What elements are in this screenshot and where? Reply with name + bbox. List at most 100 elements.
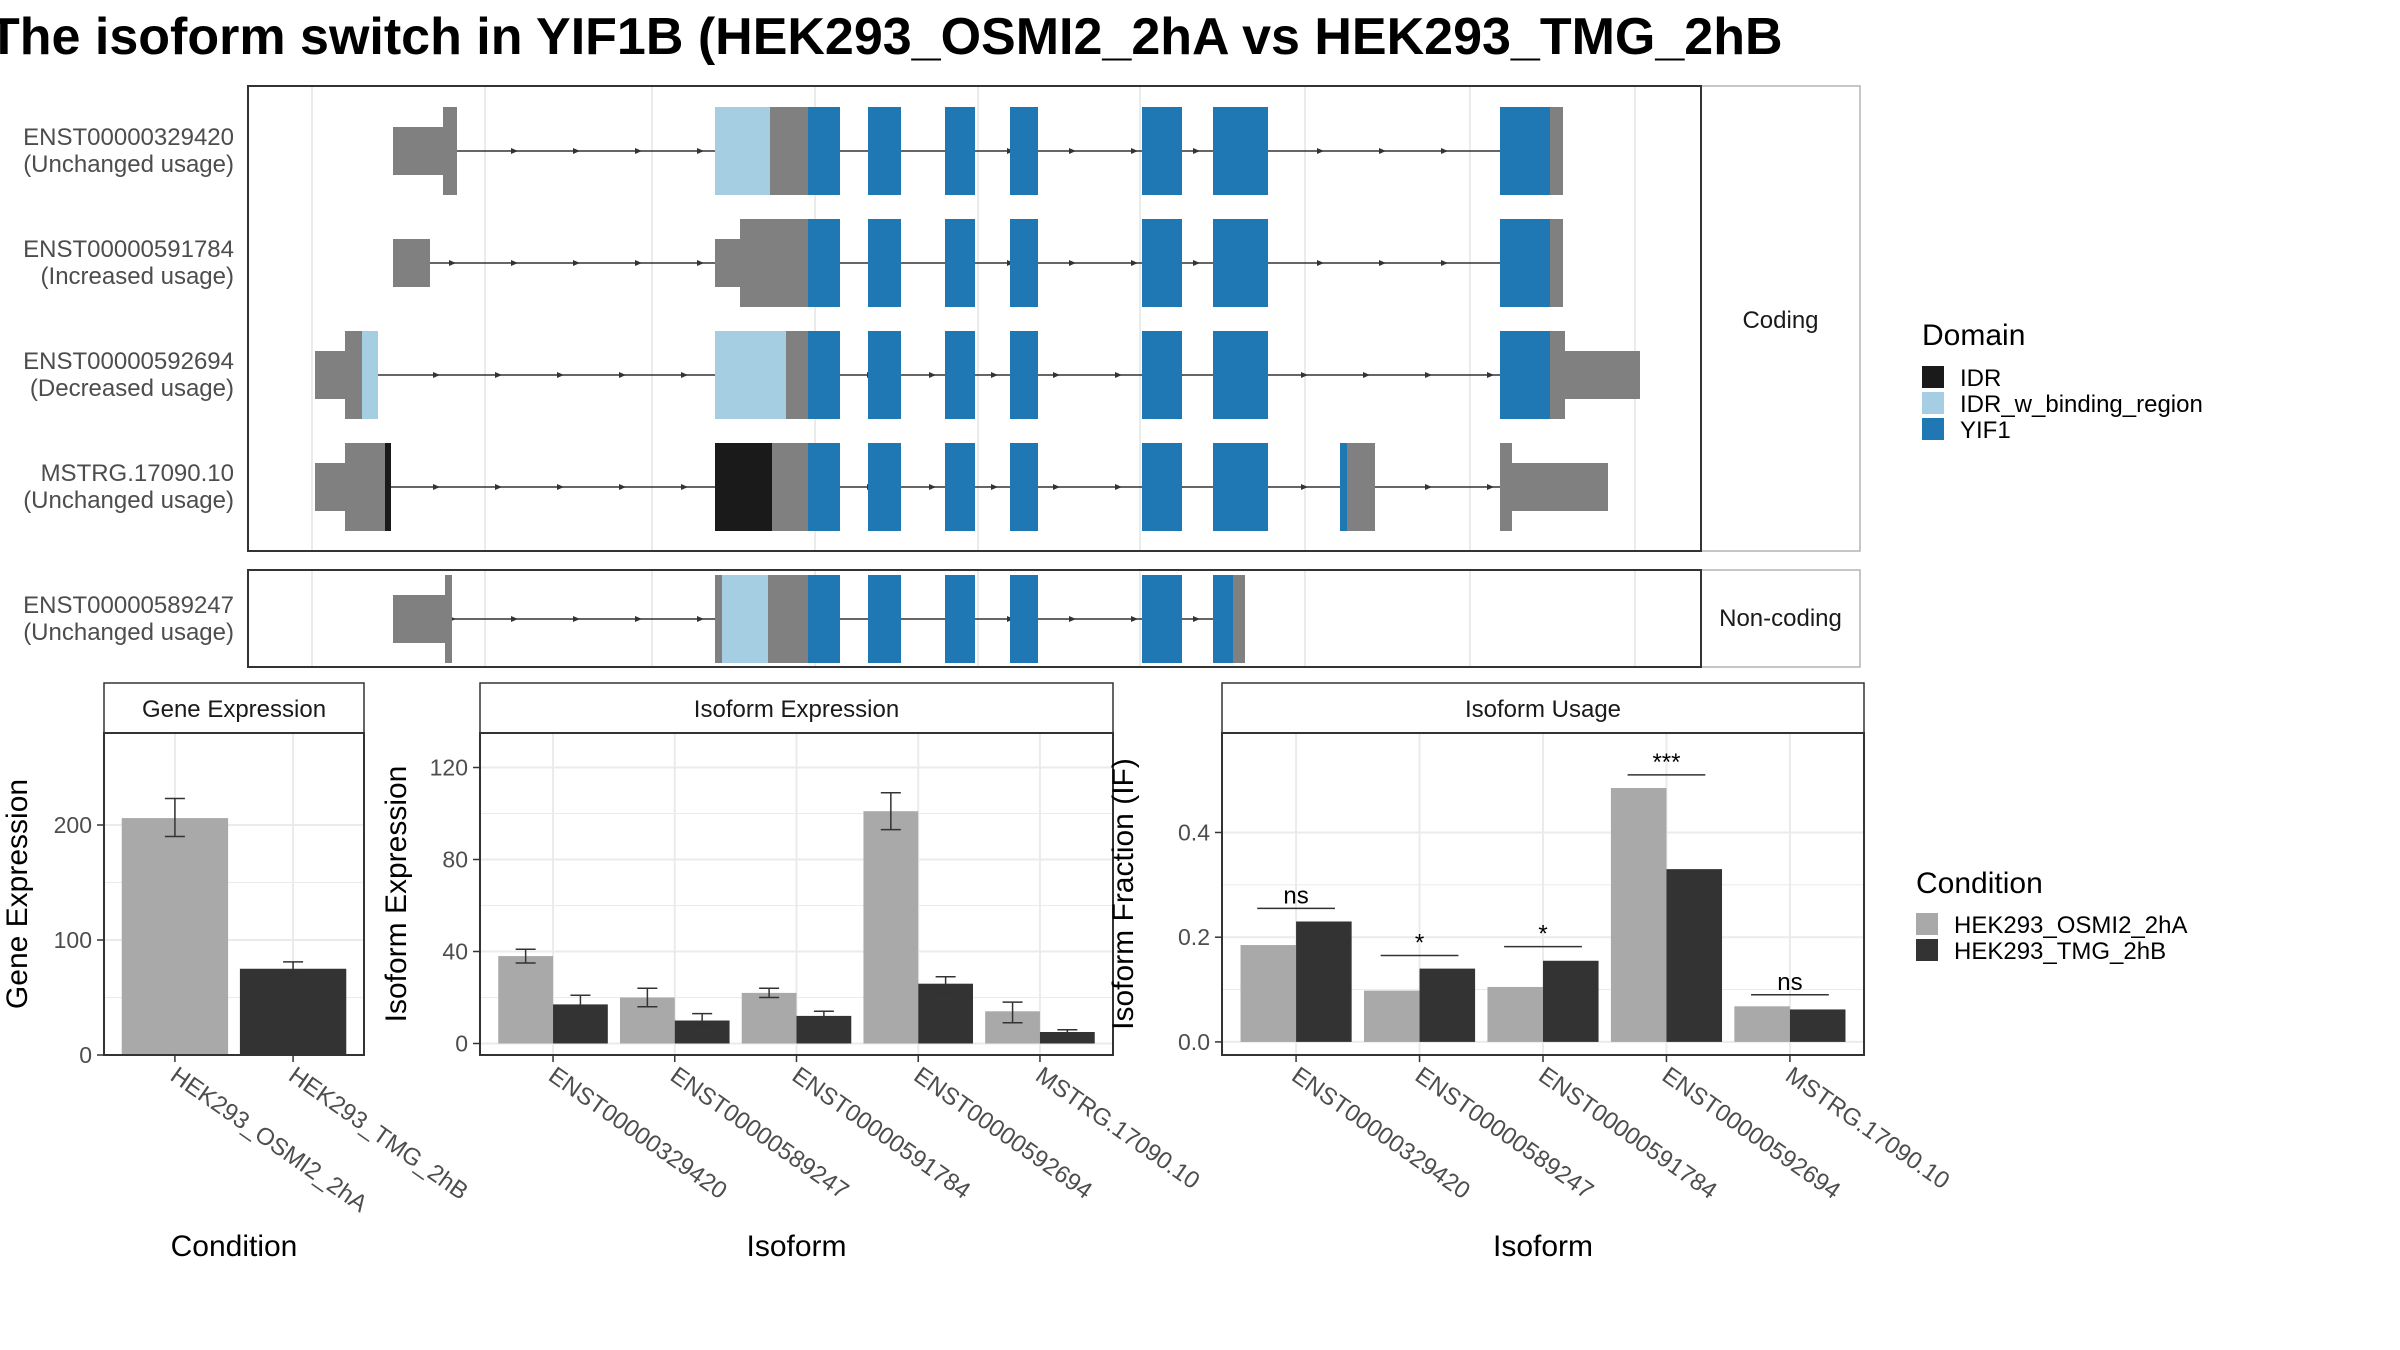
exon (445, 575, 452, 663)
strand-arrow (449, 260, 456, 266)
strand-arrow (1193, 260, 1200, 266)
facet-strip-label: Isoform Expression (694, 696, 899, 723)
facet-strip (1221, 682, 1865, 734)
exon (443, 107, 457, 195)
strand-arrow (1379, 260, 1386, 266)
y-tick-label: 0 (79, 1042, 92, 1068)
bar (1610, 787, 1667, 1042)
facet-label: Coding (1742, 307, 1818, 334)
facet-strip-label: Gene Expression (142, 696, 326, 723)
bar (863, 811, 919, 1044)
strand-arrow (1069, 260, 1076, 266)
strand-arrow (619, 372, 626, 378)
strand-arrow (557, 372, 564, 378)
exon (1142, 107, 1182, 195)
strand-arrow (1069, 148, 1076, 154)
exon (1500, 107, 1550, 195)
exon (1142, 443, 1182, 531)
exon (1010, 443, 1038, 531)
exon (740, 219, 808, 307)
exon (868, 575, 901, 663)
exon (715, 443, 772, 531)
exon (945, 331, 975, 419)
strand-arrow (511, 616, 518, 622)
condition-legend-key-tmg (1916, 939, 1938, 961)
bar (1543, 960, 1599, 1042)
strand-arrow (991, 484, 998, 490)
y-tick-label: 80 (442, 847, 468, 873)
strand-arrow (1193, 148, 1200, 154)
exon (770, 107, 808, 195)
exon (1340, 443, 1347, 531)
y-tick-label: 100 (54, 927, 92, 953)
strand-arrow (433, 484, 440, 490)
exon (868, 443, 901, 531)
condition-legend-label-osmi2: HEK293_OSMI2_2hA (1954, 912, 2187, 939)
domain-legend-label-idr: IDR (1960, 365, 2001, 392)
bar (741, 992, 797, 1044)
transcript-usage-label: (Unchanged usage) (23, 487, 234, 514)
strand-arrow (1425, 372, 1432, 378)
bar (1419, 968, 1476, 1042)
exon (393, 239, 430, 287)
exon (1233, 575, 1245, 663)
figure-title: The isoform switch in YIF1B (HEK293_OSMI… (0, 8, 1783, 66)
strand-arrow (1053, 484, 1060, 490)
strand-arrow (1317, 260, 1324, 266)
transcript-usage-label: (Unchanged usage) (23, 619, 234, 646)
strand-arrow (1425, 484, 1432, 490)
exon (808, 443, 840, 531)
transcript-usage-label: (Decreased usage) (30, 375, 234, 402)
condition-legend-key-osmi2 (1916, 913, 1938, 935)
bar (1296, 921, 1352, 1042)
bar (1039, 1032, 1095, 1044)
strand-arrow (1379, 148, 1386, 154)
domain-legend-key-idr-binding (1922, 392, 1944, 414)
exon (945, 107, 975, 195)
strand-arrow (1441, 148, 1448, 154)
exon (1347, 443, 1375, 531)
exon (1010, 331, 1038, 419)
facet-strip (1700, 85, 1861, 552)
strand-arrow (1115, 484, 1122, 490)
exon (393, 595, 445, 643)
strand-arrow (1131, 616, 1138, 622)
domain-legend: Domain IDR IDR_w_binding_region YIF1 (1922, 319, 2203, 444)
strand-arrow (929, 372, 936, 378)
strand-arrow (697, 616, 704, 622)
domain-legend-label-idr-binding: IDR_w_binding_region (1960, 391, 2203, 418)
exon (808, 219, 840, 307)
strand-arrow (1131, 260, 1138, 266)
domain-legend-key-yif1 (1922, 418, 1944, 440)
facet-strip (479, 682, 1114, 734)
strand-arrow (573, 148, 580, 154)
transcript-id-label: MSTRG.17090.10 (41, 460, 234, 487)
exon (715, 575, 722, 663)
exon (768, 575, 808, 663)
exon (1010, 219, 1038, 307)
bar (1789, 1009, 1846, 1042)
exon (1213, 331, 1268, 419)
strand-arrow (511, 260, 518, 266)
exon (1213, 219, 1268, 307)
strand-arrow (635, 148, 642, 154)
x-axis-title: Isoform (1493, 1230, 1593, 1263)
bar (1734, 1006, 1790, 1042)
strand-arrow (619, 484, 626, 490)
significance-label: * (1538, 921, 1547, 948)
exon (393, 127, 452, 175)
exon (1142, 331, 1182, 419)
transcript-structure-panel: CodingNon-codingENST00000329420(Unchange… (23, 85, 1861, 668)
exon (315, 351, 345, 399)
y-tick-label: 0 (455, 1031, 468, 1057)
significance-label: ns (1777, 969, 1802, 996)
transcript-id-label: ENST00000589247 (23, 592, 234, 619)
exon (315, 463, 345, 511)
domain-legend-key-idr (1922, 366, 1944, 388)
y-tick-label: 40 (442, 939, 468, 965)
exon (808, 107, 840, 195)
exon (1565, 351, 1640, 399)
y-tick-label: 0.4 (1178, 819, 1210, 845)
y-axis-title: Isoform Expression (380, 766, 413, 1023)
